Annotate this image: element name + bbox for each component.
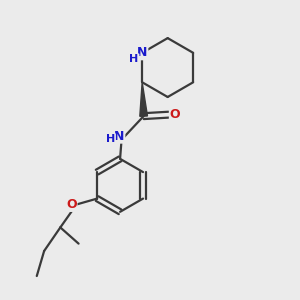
Text: O: O bbox=[170, 108, 181, 121]
Text: N: N bbox=[137, 46, 147, 59]
Text: H: H bbox=[129, 54, 139, 64]
Text: O: O bbox=[66, 198, 76, 211]
Polygon shape bbox=[140, 82, 148, 116]
Text: H: H bbox=[106, 134, 115, 144]
Text: N: N bbox=[114, 130, 124, 143]
